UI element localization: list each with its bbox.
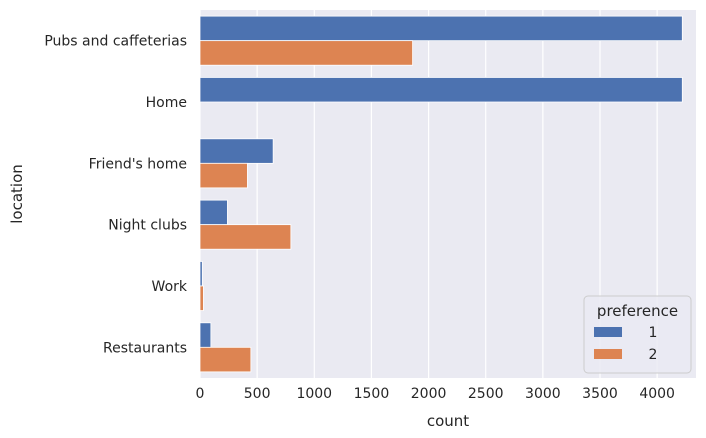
x-tick-label: 4000 — [639, 386, 675, 402]
y-tick-label: Friend's home — [89, 156, 187, 172]
legend-label-2: 2 — [649, 347, 658, 363]
bar-series-1 — [199, 15, 683, 42]
bar-series-1 — [199, 77, 683, 103]
x-tick-label: 3000 — [525, 386, 561, 402]
x-tick-label: 500 — [244, 386, 271, 402]
bar-series-2 — [199, 285, 204, 311]
y-tick-label: Night clubs — [108, 218, 187, 234]
grid-lines — [199, 10, 658, 378]
y-tick-label: Work — [152, 279, 188, 295]
x-tick-label: 3500 — [582, 386, 618, 402]
bar-series-1 — [199, 322, 212, 348]
y-tick-label: Home — [146, 95, 187, 111]
x-tick-label: 0 — [196, 386, 205, 402]
bar-series-1 — [199, 199, 228, 226]
bar-series-1 — [199, 261, 203, 287]
bars — [199, 15, 683, 373]
bar-series-1 — [199, 138, 274, 164]
bar-series-2 — [199, 346, 252, 373]
y-tick-label: Pubs and caffeterias — [44, 34, 187, 50]
bar-series-2 — [199, 40, 413, 66]
x-tick-label: 2500 — [468, 386, 504, 402]
legend-swatch-1 — [594, 327, 622, 337]
x-axis-label: count — [427, 412, 469, 430]
bar-series-2 — [199, 224, 292, 250]
y-axis-label: location — [8, 164, 26, 224]
legend-label-1: 1 — [649, 325, 658, 341]
x-tick-label: 1500 — [354, 386, 390, 402]
x-tick-label: 2000 — [411, 386, 447, 402]
x-axis-ticks: 0 500 1000 1500 2000 2500 3000 3500 4000 — [196, 386, 675, 402]
x-tick-label: 1000 — [296, 386, 332, 402]
y-axis-ticks: Pubs and caffeterias Home Friend's home Nig… — [44, 34, 188, 357]
y-tick-label: Restaurants — [103, 340, 187, 356]
legend-swatch-2 — [594, 349, 622, 359]
legend-title: preference — [597, 302, 678, 320]
legend: preference 1 2 — [583, 295, 692, 374]
bar-series-2 — [199, 162, 248, 189]
